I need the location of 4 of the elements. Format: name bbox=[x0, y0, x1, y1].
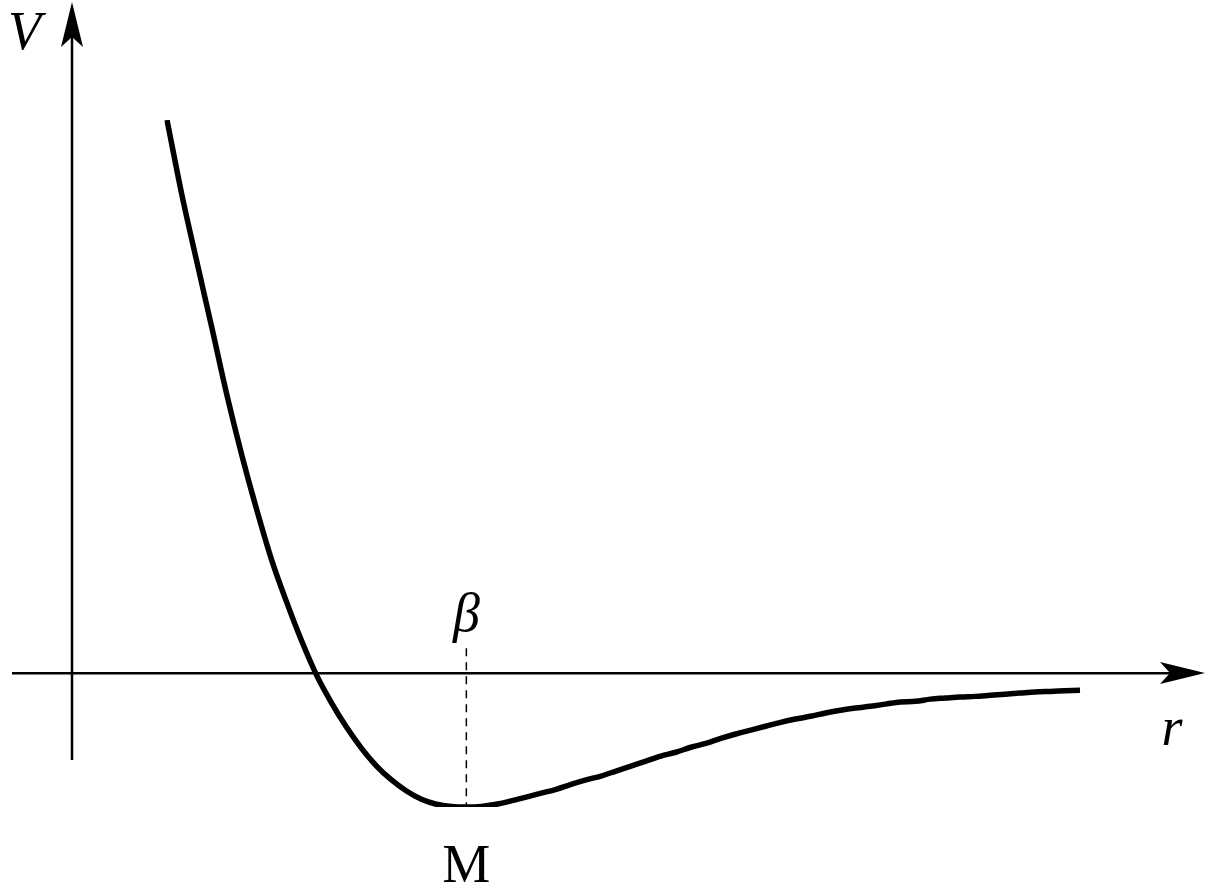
x-axis-title: r bbox=[1161, 697, 1184, 757]
y-axis-title: V bbox=[8, 1, 47, 62]
annotation: β bbox=[451, 583, 480, 644]
text: M bbox=[442, 834, 491, 885]
